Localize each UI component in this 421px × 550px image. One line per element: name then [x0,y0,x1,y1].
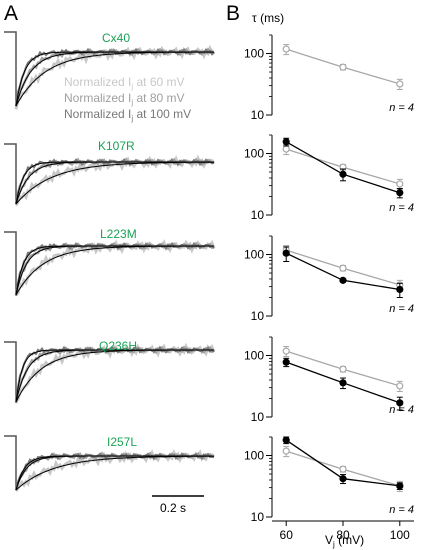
current-trace [14,345,215,404]
series-q236h [282,357,404,411]
series-cx40 [282,446,404,492]
y-tick-label: 100 [244,248,264,262]
y-tick-label: 10 [251,208,265,222]
n-label: n = 4 [389,202,414,214]
exponential-fit [15,349,214,403]
x-axis-title: Vj (mV) [325,533,364,549]
x-tick-label: 60 [280,528,294,542]
data-point [396,382,404,390]
x-tick-label: 100 [390,528,410,542]
legend-60mv: Normalized Ij at 60 mV [64,75,185,91]
n-label: n = 4 [389,303,414,315]
data-point [339,365,347,373]
legend-100mv: Normalized Ij at 100 mV [64,107,191,123]
step-onset [4,31,17,106]
exponential-fit [15,455,214,491]
n-label: n = 4 [389,102,414,114]
n-label: n = 4 [389,404,414,416]
trace-row [4,435,215,492]
exponential-fit [15,455,214,491]
trace-label-l223m: L223M [100,227,137,241]
scale-bar-label: 0.2 s [160,501,186,515]
panel-label-b: B [226,2,240,25]
trace-row [4,231,216,297]
trace-label-k107r: K107R [98,139,135,153]
y-tick-label: 100 [244,449,264,463]
step-onset [4,143,17,204]
step-onset [4,341,17,402]
data-point [282,447,290,455]
data-point [339,379,347,387]
data-point [339,170,347,178]
trace-label-i257l: I257L [107,435,137,449]
current-traces [4,31,216,492]
panel-label-a: A [4,2,18,25]
y-tick-label: 100 [244,47,264,61]
series-k107r [282,137,404,199]
data-point [282,138,290,146]
series-cx40 [282,144,404,190]
tau-plot: 100 10 n = 4 [244,336,414,424]
data-point [396,482,404,490]
y-tick-label: 100 [244,147,264,161]
data-point [282,145,290,153]
exponential-fit [15,161,214,205]
trace-row [4,31,216,110]
exponential-fit [15,349,214,403]
exponential-fit [15,245,214,296]
series-l223m [282,246,404,298]
x-tick-label: 80 [336,528,350,542]
step-onset [4,435,17,490]
data-point [339,264,347,272]
data-point [396,80,404,88]
data-point [282,347,290,355]
exponential-fit [15,161,214,205]
data-point [282,358,290,366]
legend-80mv: Normalized Ij at 80 mV [64,91,185,107]
exponential-fit [15,51,214,107]
data-point [339,465,347,473]
current-trace [14,241,215,297]
tau-plot: 100 10 n = 4 [244,235,414,323]
y-tick-label: 100 [244,349,264,363]
tau-plot: 100 10 n = 4 [244,34,414,122]
y-axis-title: τ (ms) [252,11,284,25]
trace-label-cx40: Cx40 [102,31,130,45]
step-onset [4,231,17,295]
series-cx40 [282,346,404,392]
data-point [396,285,404,294]
data-point [282,45,290,53]
exponential-fit [15,245,214,296]
data-point [396,180,404,188]
legend: Normalized Ij at 60 mV Normalized Ij at … [64,75,191,123]
y-tick-label: 10 [251,309,265,323]
y-tick-label: 10 [251,510,265,524]
data-point [282,249,290,257]
trace-label-q236h: Q236H [99,339,137,353]
data-point [339,276,347,284]
series-i257l [282,436,404,491]
exponential-fit [15,455,214,491]
data-point [282,436,290,444]
exponential-fit [15,245,214,296]
trace-row [4,341,216,404]
series-cx40 [282,44,404,90]
tau-plot: 100 10 60 80 100 n = 4 [244,436,414,542]
y-tick-label: 10 [251,108,265,122]
data-point [396,399,404,407]
data-point [396,189,404,197]
data-point [339,63,347,71]
trace-row [4,143,216,207]
y-tick-label: 10 [251,410,265,424]
data-point [339,475,347,483]
tau-plot: 100 10 n = 4 [244,134,414,222]
n-label: n = 4 [389,504,414,516]
exponential-fit [15,349,214,403]
tau-plots: 100 10 n = 4 100 10 n = 4 100 10 n = 4 100 10 n = 4… [244,34,414,542]
exponential-fit [15,161,214,205]
